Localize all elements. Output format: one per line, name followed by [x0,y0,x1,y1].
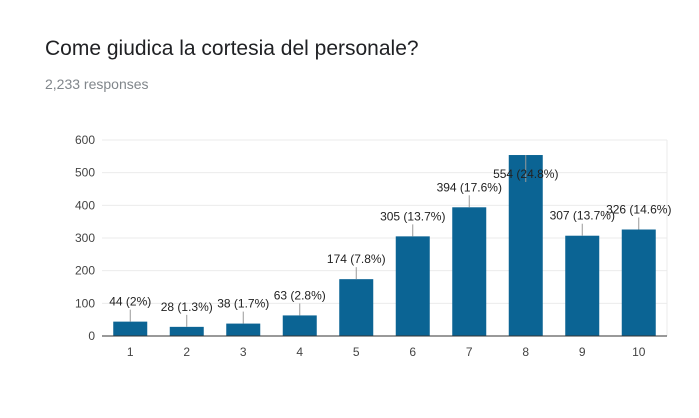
y-tick-label: 100 [75,296,95,310]
bar[interactable] [169,326,204,336]
bar[interactable] [282,315,317,336]
response-count: 2,233 responses [45,76,149,92]
x-tick-label: 6 [409,345,416,359]
bar[interactable] [621,229,656,336]
data-label: 174 (7.8%) [327,252,386,266]
bar[interactable] [565,235,600,336]
x-tick-label: 7 [466,345,473,359]
page-title: Come giudica la cortesia del personale? [45,37,419,60]
bar[interactable] [452,207,487,336]
x-tick-label: 1 [127,345,134,359]
data-label: 307 (13.7%) [550,209,615,223]
data-label: 63 (2.8%) [274,288,326,302]
x-tick-label: 5 [353,345,360,359]
data-label: 28 (1.3%) [161,300,213,314]
bar[interactable] [339,279,374,336]
x-tick-label: 4 [296,345,303,359]
x-tick-label: 8 [522,345,529,359]
data-label: 44 (2%) [109,295,151,309]
y-tick-label: 600 [75,133,95,147]
y-tick-label: 0 [88,329,95,343]
data-label: 305 (13.7%) [380,209,445,223]
y-tick-label: 200 [75,264,95,278]
bar[interactable] [226,323,261,336]
y-tick-label: 500 [75,166,95,180]
y-tick-label: 400 [75,198,95,212]
x-tick-label: 10 [632,345,646,359]
bar[interactable] [113,321,148,336]
bar[interactable] [508,155,543,336]
data-label: 38 (1.7%) [217,297,269,311]
data-label: 394 (17.6%) [437,180,502,194]
x-tick-label: 9 [579,345,586,359]
x-tick-label: 2 [183,345,190,359]
data-label: 326 (14.6%) [606,203,671,217]
data-label: 554 (24.8%) [493,167,558,181]
bar[interactable] [395,236,430,336]
y-tick-label: 300 [75,231,95,245]
x-tick-label: 3 [240,345,247,359]
